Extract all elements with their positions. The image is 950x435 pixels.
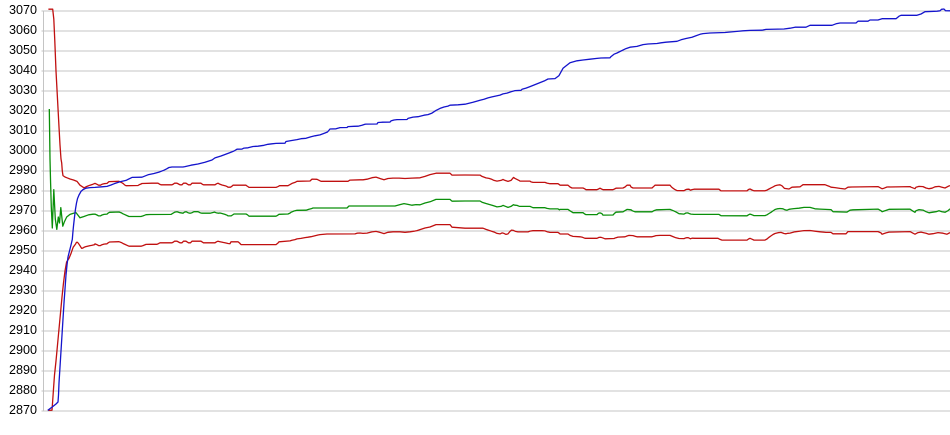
- svg-text:3060: 3060: [9, 23, 37, 37]
- svg-text:3030: 3030: [9, 83, 37, 97]
- svg-text:2980: 2980: [9, 183, 37, 197]
- svg-text:3000: 3000: [9, 143, 37, 157]
- svg-text:2930: 2930: [9, 283, 37, 297]
- svg-text:2870: 2870: [9, 403, 37, 417]
- svg-text:2900: 2900: [9, 343, 37, 357]
- svg-text:2910: 2910: [9, 323, 37, 337]
- svg-text:2880: 2880: [9, 383, 37, 397]
- svg-text:3040: 3040: [9, 63, 37, 77]
- svg-text:3010: 3010: [9, 123, 37, 137]
- svg-text:2950: 2950: [9, 243, 37, 257]
- svg-text:3070: 3070: [9, 3, 37, 17]
- svg-text:2960: 2960: [9, 223, 37, 237]
- svg-text:3050: 3050: [9, 43, 37, 57]
- svg-text:3020: 3020: [9, 103, 37, 117]
- svg-text:2990: 2990: [9, 163, 37, 177]
- svg-text:2970: 2970: [9, 203, 37, 217]
- svg-text:2920: 2920: [9, 303, 37, 317]
- svg-text:2890: 2890: [9, 363, 37, 377]
- svg-text:2940: 2940: [9, 263, 37, 277]
